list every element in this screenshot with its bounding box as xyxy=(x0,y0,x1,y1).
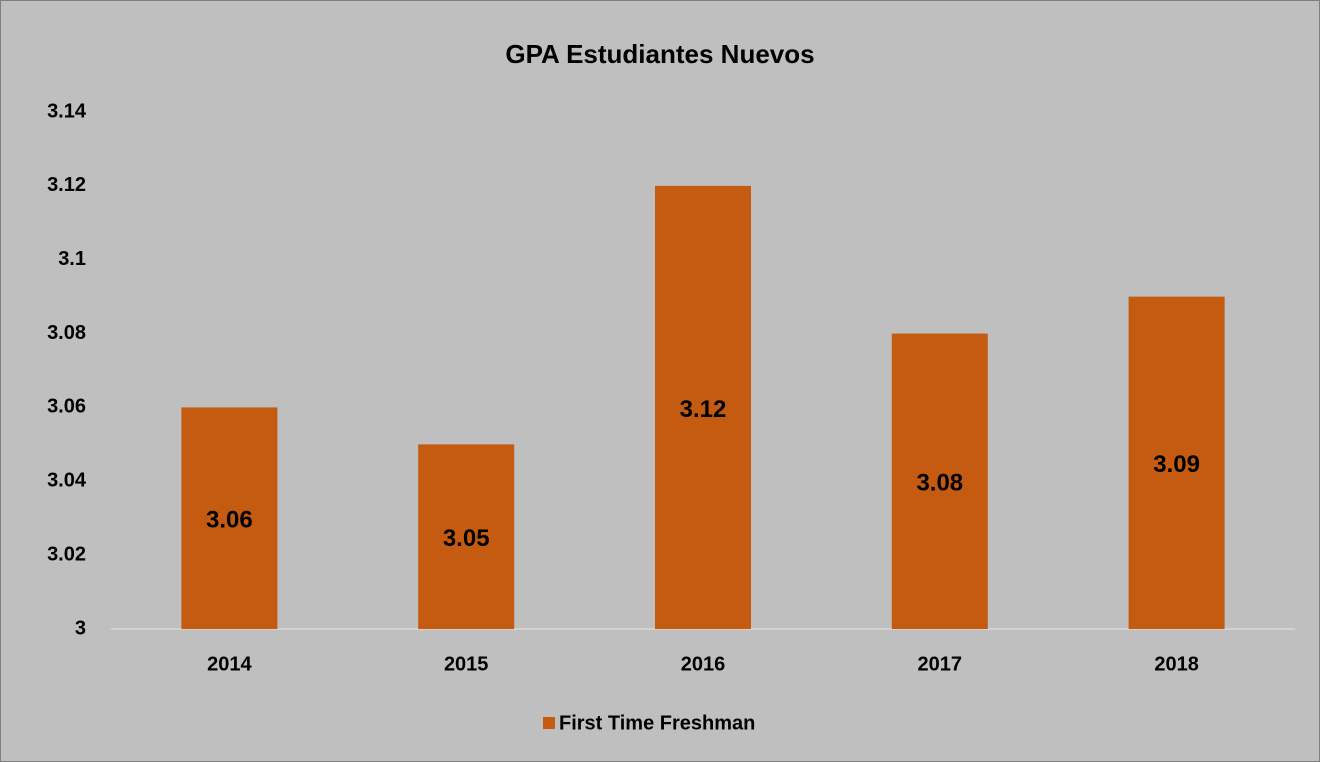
data-label: 3.08 xyxy=(916,470,963,497)
legend-label: First Time Freshman xyxy=(559,712,755,734)
bar xyxy=(891,333,988,629)
y-tick-label: 3.08 xyxy=(47,322,86,344)
data-label: 3.09 xyxy=(1153,451,1200,478)
x-tick-label: 2018 xyxy=(1154,653,1199,675)
x-tick-label: 2016 xyxy=(681,653,726,675)
y-tick-label: 3 xyxy=(75,617,86,639)
bar xyxy=(181,407,278,629)
y-tick-label: 3.06 xyxy=(47,396,86,418)
y-tick-label: 3.02 xyxy=(47,543,86,565)
x-tick-label: 2015 xyxy=(444,653,489,675)
legend-swatch xyxy=(543,717,555,729)
y-tick-label: 3.04 xyxy=(47,470,87,492)
x-tick-label: 2017 xyxy=(918,653,963,675)
bar xyxy=(418,444,515,629)
bar xyxy=(1128,296,1225,629)
bar xyxy=(655,185,751,629)
data-label: 3.05 xyxy=(443,525,490,552)
data-label: 3.06 xyxy=(206,507,253,534)
y-tick-label: 3.1 xyxy=(58,248,86,270)
data-label: 3.12 xyxy=(680,396,727,423)
chart-title: GPA Estudiantes Nuevos xyxy=(505,39,814,69)
y-tick-label: 3.14 xyxy=(47,100,87,122)
x-tick-label: 2014 xyxy=(207,653,252,675)
y-tick-label: 3.12 xyxy=(47,174,86,196)
